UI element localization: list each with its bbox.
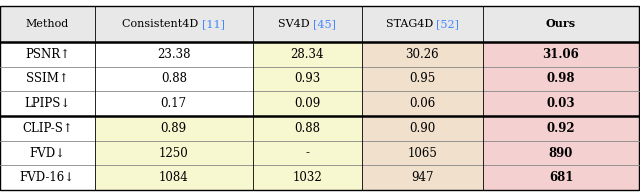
Text: 0.88: 0.88	[294, 122, 320, 135]
Text: 1065: 1065	[408, 147, 437, 160]
Text: 947: 947	[411, 171, 434, 184]
Text: 23.38: 23.38	[157, 48, 191, 61]
Text: PSNR↑: PSNR↑	[25, 48, 70, 61]
Text: 0.93: 0.93	[294, 72, 321, 85]
Text: 0.98: 0.98	[547, 72, 575, 85]
Bar	[483, 91, 639, 116]
Bar	[95, 66, 253, 91]
Text: CLIP-S↑: CLIP-S↑	[22, 122, 73, 135]
Bar	[362, 6, 483, 42]
Bar	[0, 42, 95, 66]
Bar	[362, 165, 483, 190]
Bar	[253, 42, 362, 66]
Bar	[253, 66, 362, 91]
Bar	[483, 141, 639, 165]
Text: Method: Method	[26, 19, 69, 29]
Text: 31.06: 31.06	[543, 48, 579, 61]
Bar	[0, 6, 95, 42]
Bar	[483, 116, 639, 141]
Bar	[362, 66, 483, 91]
Bar	[0, 66, 95, 91]
Bar	[95, 91, 253, 116]
Text: FVD-16↓: FVD-16↓	[20, 171, 75, 184]
Text: SV4D: SV4D	[278, 19, 313, 29]
Bar	[95, 165, 253, 190]
Text: 0.95: 0.95	[409, 72, 436, 85]
Bar	[483, 66, 639, 91]
Bar	[483, 165, 639, 190]
Text: 30.26: 30.26	[406, 48, 439, 61]
Text: 681: 681	[548, 171, 573, 184]
Bar	[362, 91, 483, 116]
Bar	[483, 6, 639, 42]
Bar	[253, 91, 362, 116]
Bar	[253, 165, 362, 190]
Text: 0.03: 0.03	[547, 97, 575, 110]
Bar	[253, 141, 362, 165]
Bar	[362, 42, 483, 66]
Text: 1084: 1084	[159, 171, 189, 184]
Text: LPIPS↓: LPIPS↓	[24, 97, 70, 110]
Text: SSIM↑: SSIM↑	[26, 72, 68, 85]
Bar	[362, 116, 483, 141]
Text: 890: 890	[548, 147, 573, 160]
Text: -: -	[305, 147, 309, 160]
Text: Consistent4D: Consistent4D	[122, 19, 202, 29]
Bar	[0, 141, 95, 165]
Text: [52]: [52]	[436, 19, 460, 29]
Text: Ours: Ours	[546, 18, 576, 29]
Bar	[0, 91, 95, 116]
Text: 0.06: 0.06	[409, 97, 436, 110]
Text: [11]: [11]	[202, 19, 225, 29]
Text: 28.34: 28.34	[291, 48, 324, 61]
Text: [45]: [45]	[313, 19, 336, 29]
Bar	[253, 116, 362, 141]
Bar	[95, 141, 253, 165]
Text: 0.17: 0.17	[161, 97, 187, 110]
Bar	[253, 6, 362, 42]
Bar	[95, 42, 253, 66]
Text: 0.90: 0.90	[409, 122, 436, 135]
Text: FVD↓: FVD↓	[29, 147, 65, 160]
Text: 0.09: 0.09	[294, 97, 321, 110]
Text: 0.92: 0.92	[547, 122, 575, 135]
Text: 1032: 1032	[292, 171, 322, 184]
Text: 1250: 1250	[159, 147, 189, 160]
Bar	[483, 42, 639, 66]
Bar	[95, 116, 253, 141]
Bar	[0, 116, 95, 141]
Bar	[95, 6, 253, 42]
Bar	[0, 165, 95, 190]
Text: STAG4D: STAG4D	[385, 19, 436, 29]
Text: 0.89: 0.89	[161, 122, 187, 135]
Text: 0.88: 0.88	[161, 72, 187, 85]
Bar	[362, 141, 483, 165]
